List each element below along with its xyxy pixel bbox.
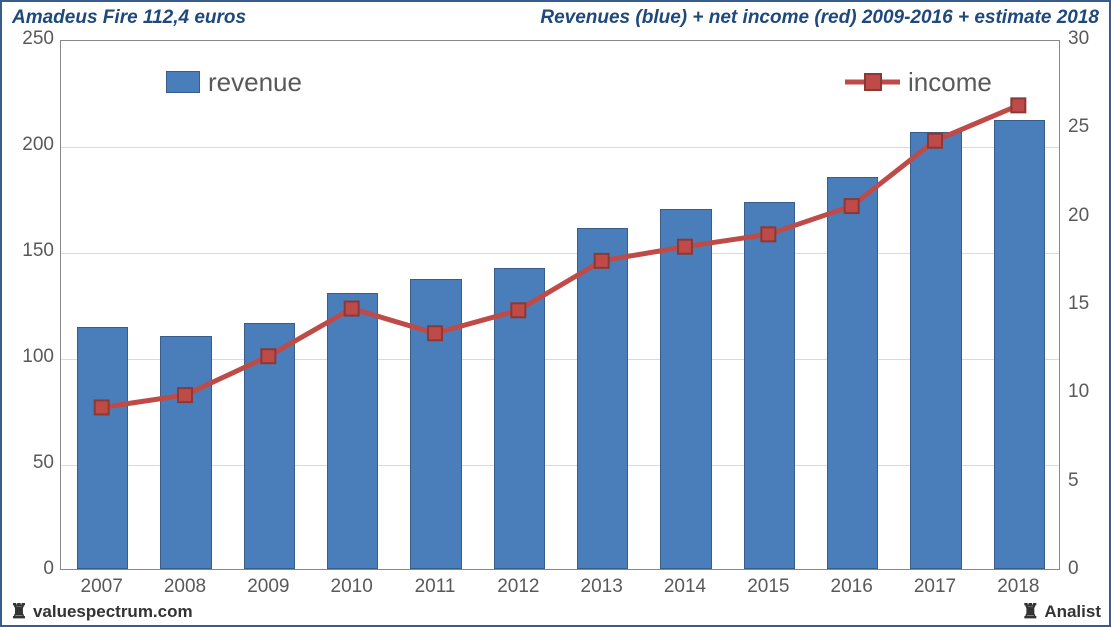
income-marker <box>761 227 775 241</box>
income-marker <box>261 349 275 363</box>
rook-icon: ♜ <box>1021 602 1039 622</box>
rook-icon: ♜ <box>10 602 28 622</box>
legend-revenue: revenue <box>166 67 302 98</box>
chart-footer: ♜ valuespectrum.com ♜ Analist <box>2 600 1109 625</box>
x-tick: 2010 <box>331 576 373 598</box>
line-layer <box>60 40 1060 570</box>
x-tick: 2008 <box>164 576 206 598</box>
y-right-tick: 30 <box>1068 28 1108 50</box>
x-tick: 2009 <box>247 576 289 598</box>
y-left-tick: 100 <box>4 346 54 368</box>
footer-left-text: valuespectrum.com <box>33 602 193 622</box>
x-tick: 2012 <box>497 576 539 598</box>
x-tick: 2013 <box>581 576 623 598</box>
income-marker <box>511 303 525 317</box>
footer-left: ♜ valuespectrum.com <box>10 602 193 622</box>
footer-right: ♜ Analist <box>1021 602 1101 622</box>
income-marker <box>595 254 609 268</box>
y-right-tick: 15 <box>1068 293 1108 315</box>
income-marker <box>95 400 109 414</box>
income-marker <box>678 240 692 254</box>
y-left-tick: 200 <box>4 134 54 156</box>
y-left-tick: 250 <box>4 28 54 50</box>
legend-revenue-label: revenue <box>208 67 302 98</box>
y-left-tick: 50 <box>4 452 54 474</box>
x-tick: 2007 <box>81 576 123 598</box>
income-swatch-icon <box>845 69 900 95</box>
income-marker <box>178 388 192 402</box>
income-line <box>102 105 1019 407</box>
chart-title-right: Revenues (blue) + net income (red) 2009-… <box>540 7 1099 29</box>
legend-income-label: income <box>908 67 992 98</box>
x-tick: 2011 <box>415 576 456 598</box>
chart-title-left: Amadeus Fire 112,4 euros <box>12 7 246 29</box>
x-tick: 2018 <box>997 576 1039 598</box>
x-tick: 2016 <box>831 576 873 598</box>
y-right-tick: 0 <box>1068 558 1108 580</box>
x-tick: 2017 <box>914 576 956 598</box>
income-marker <box>845 199 859 213</box>
plot-area: 0501001502002500510152025302007200820092… <box>60 40 1060 570</box>
income-marker <box>428 326 442 340</box>
revenue-swatch-icon <box>166 71 200 93</box>
footer-right-text: Analist <box>1044 602 1101 622</box>
y-right-tick: 10 <box>1068 381 1108 403</box>
y-right-tick: 20 <box>1068 205 1108 227</box>
x-tick: 2014 <box>664 576 706 598</box>
chart-container: Amadeus Fire 112,4 euros Revenues (blue)… <box>0 0 1111 627</box>
income-marker <box>345 302 359 316</box>
chart-header: Amadeus Fire 112,4 euros Revenues (blue)… <box>2 2 1109 32</box>
income-marker <box>928 134 942 148</box>
legend-income: income <box>845 67 992 98</box>
y-right-tick: 25 <box>1068 116 1108 138</box>
x-tick: 2015 <box>747 576 789 598</box>
y-left-tick: 0 <box>4 558 54 580</box>
income-marker <box>1011 98 1025 112</box>
y-left-tick: 150 <box>4 240 54 262</box>
y-right-tick: 5 <box>1068 470 1108 492</box>
